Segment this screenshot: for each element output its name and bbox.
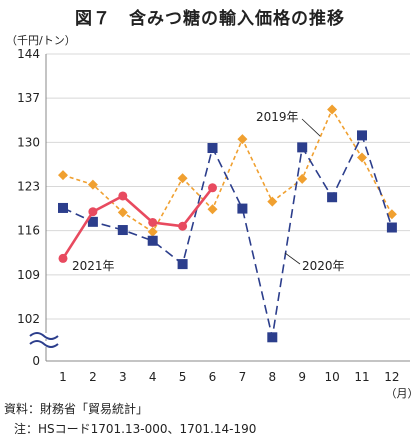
- x-tick-label: 2: [89, 370, 97, 384]
- point-2020: [386, 222, 397, 233]
- point-2019: [357, 152, 367, 163]
- y-tick-label: 137: [17, 91, 40, 105]
- point-2020: [117, 225, 128, 236]
- point-2019: [327, 104, 338, 115]
- x-tick-label: 7: [239, 370, 247, 384]
- point-2020: [177, 259, 188, 270]
- point-2020: [237, 203, 248, 214]
- y-tick-label: 144: [17, 47, 40, 61]
- series-label-2021: 2021年: [72, 259, 115, 273]
- y-tick-label: 123: [17, 180, 40, 194]
- point-2019: [207, 204, 218, 215]
- point-2020: [147, 235, 158, 246]
- point-2021: [178, 221, 188, 231]
- x-tick-label: 12: [384, 370, 399, 384]
- x-tick-label: 6: [209, 370, 217, 384]
- x-tick-label: 10: [324, 370, 339, 384]
- series-line-2020: [62, 133, 393, 338]
- hs-code-note: 注：HSコード1701.13-000、1701.14-190: [14, 422, 257, 436]
- axis-break-wave: [29, 340, 59, 348]
- point-2021: [148, 217, 158, 227]
- x-axis-unit-label: （月）: [386, 387, 419, 400]
- y-tick-label: 102: [17, 312, 40, 326]
- series-label-2019: 2019年: [256, 110, 299, 124]
- point-2019: [58, 170, 68, 181]
- axis-break-wave: [29, 332, 59, 340]
- axes: [28, 54, 410, 362]
- y-tick-label: 130: [17, 135, 40, 149]
- y-axis-unit-label: （千円/トン）: [6, 34, 76, 47]
- point-2019: [177, 173, 188, 184]
- point-2019: [147, 226, 158, 237]
- leader-line-2020: [284, 252, 301, 265]
- grid-lines: [46, 53, 410, 320]
- point-2021: [118, 191, 128, 201]
- leader-line-2019: [301, 118, 321, 137]
- point-2020: [297, 142, 308, 153]
- x-tick-label: 1: [59, 370, 67, 384]
- x-tick-label: 5: [179, 370, 187, 384]
- point-2021: [88, 207, 98, 217]
- point-2019: [117, 207, 128, 218]
- x-tick-label: 9: [298, 370, 306, 384]
- point-2020: [58, 202, 68, 213]
- point-2019: [297, 173, 308, 184]
- y-tick-label: 109: [17, 268, 40, 282]
- x-tick-label: 4: [149, 370, 157, 384]
- series-label-2020: 2020年: [302, 259, 345, 273]
- x-tick-label: 11: [354, 370, 369, 384]
- y-tick-label-zero: 0: [32, 354, 40, 368]
- point-2021: [58, 253, 68, 263]
- point-2020: [267, 332, 278, 343]
- x-tick-label: 3: [119, 370, 127, 384]
- series-line-2021: [61, 187, 214, 260]
- point-2019: [87, 179, 98, 190]
- point-2019: [267, 196, 278, 207]
- point-2021: [208, 183, 217, 193]
- x-tick-label: 8: [268, 370, 276, 384]
- chart-title: 図７ 含みつ糖の輸入価格の推移: [75, 9, 345, 29]
- series-line-2019: [62, 107, 393, 234]
- point-2019: [386, 209, 397, 220]
- y-tick-label: 116: [17, 224, 40, 238]
- source-note: 資料：財務省「貿易統計」: [4, 402, 149, 416]
- point-2020: [87, 216, 98, 227]
- series-layer: [58, 104, 397, 343]
- point-2020: [207, 143, 218, 154]
- point-2020: [357, 130, 367, 141]
- point-2020: [327, 192, 338, 203]
- point-2019: [237, 134, 248, 145]
